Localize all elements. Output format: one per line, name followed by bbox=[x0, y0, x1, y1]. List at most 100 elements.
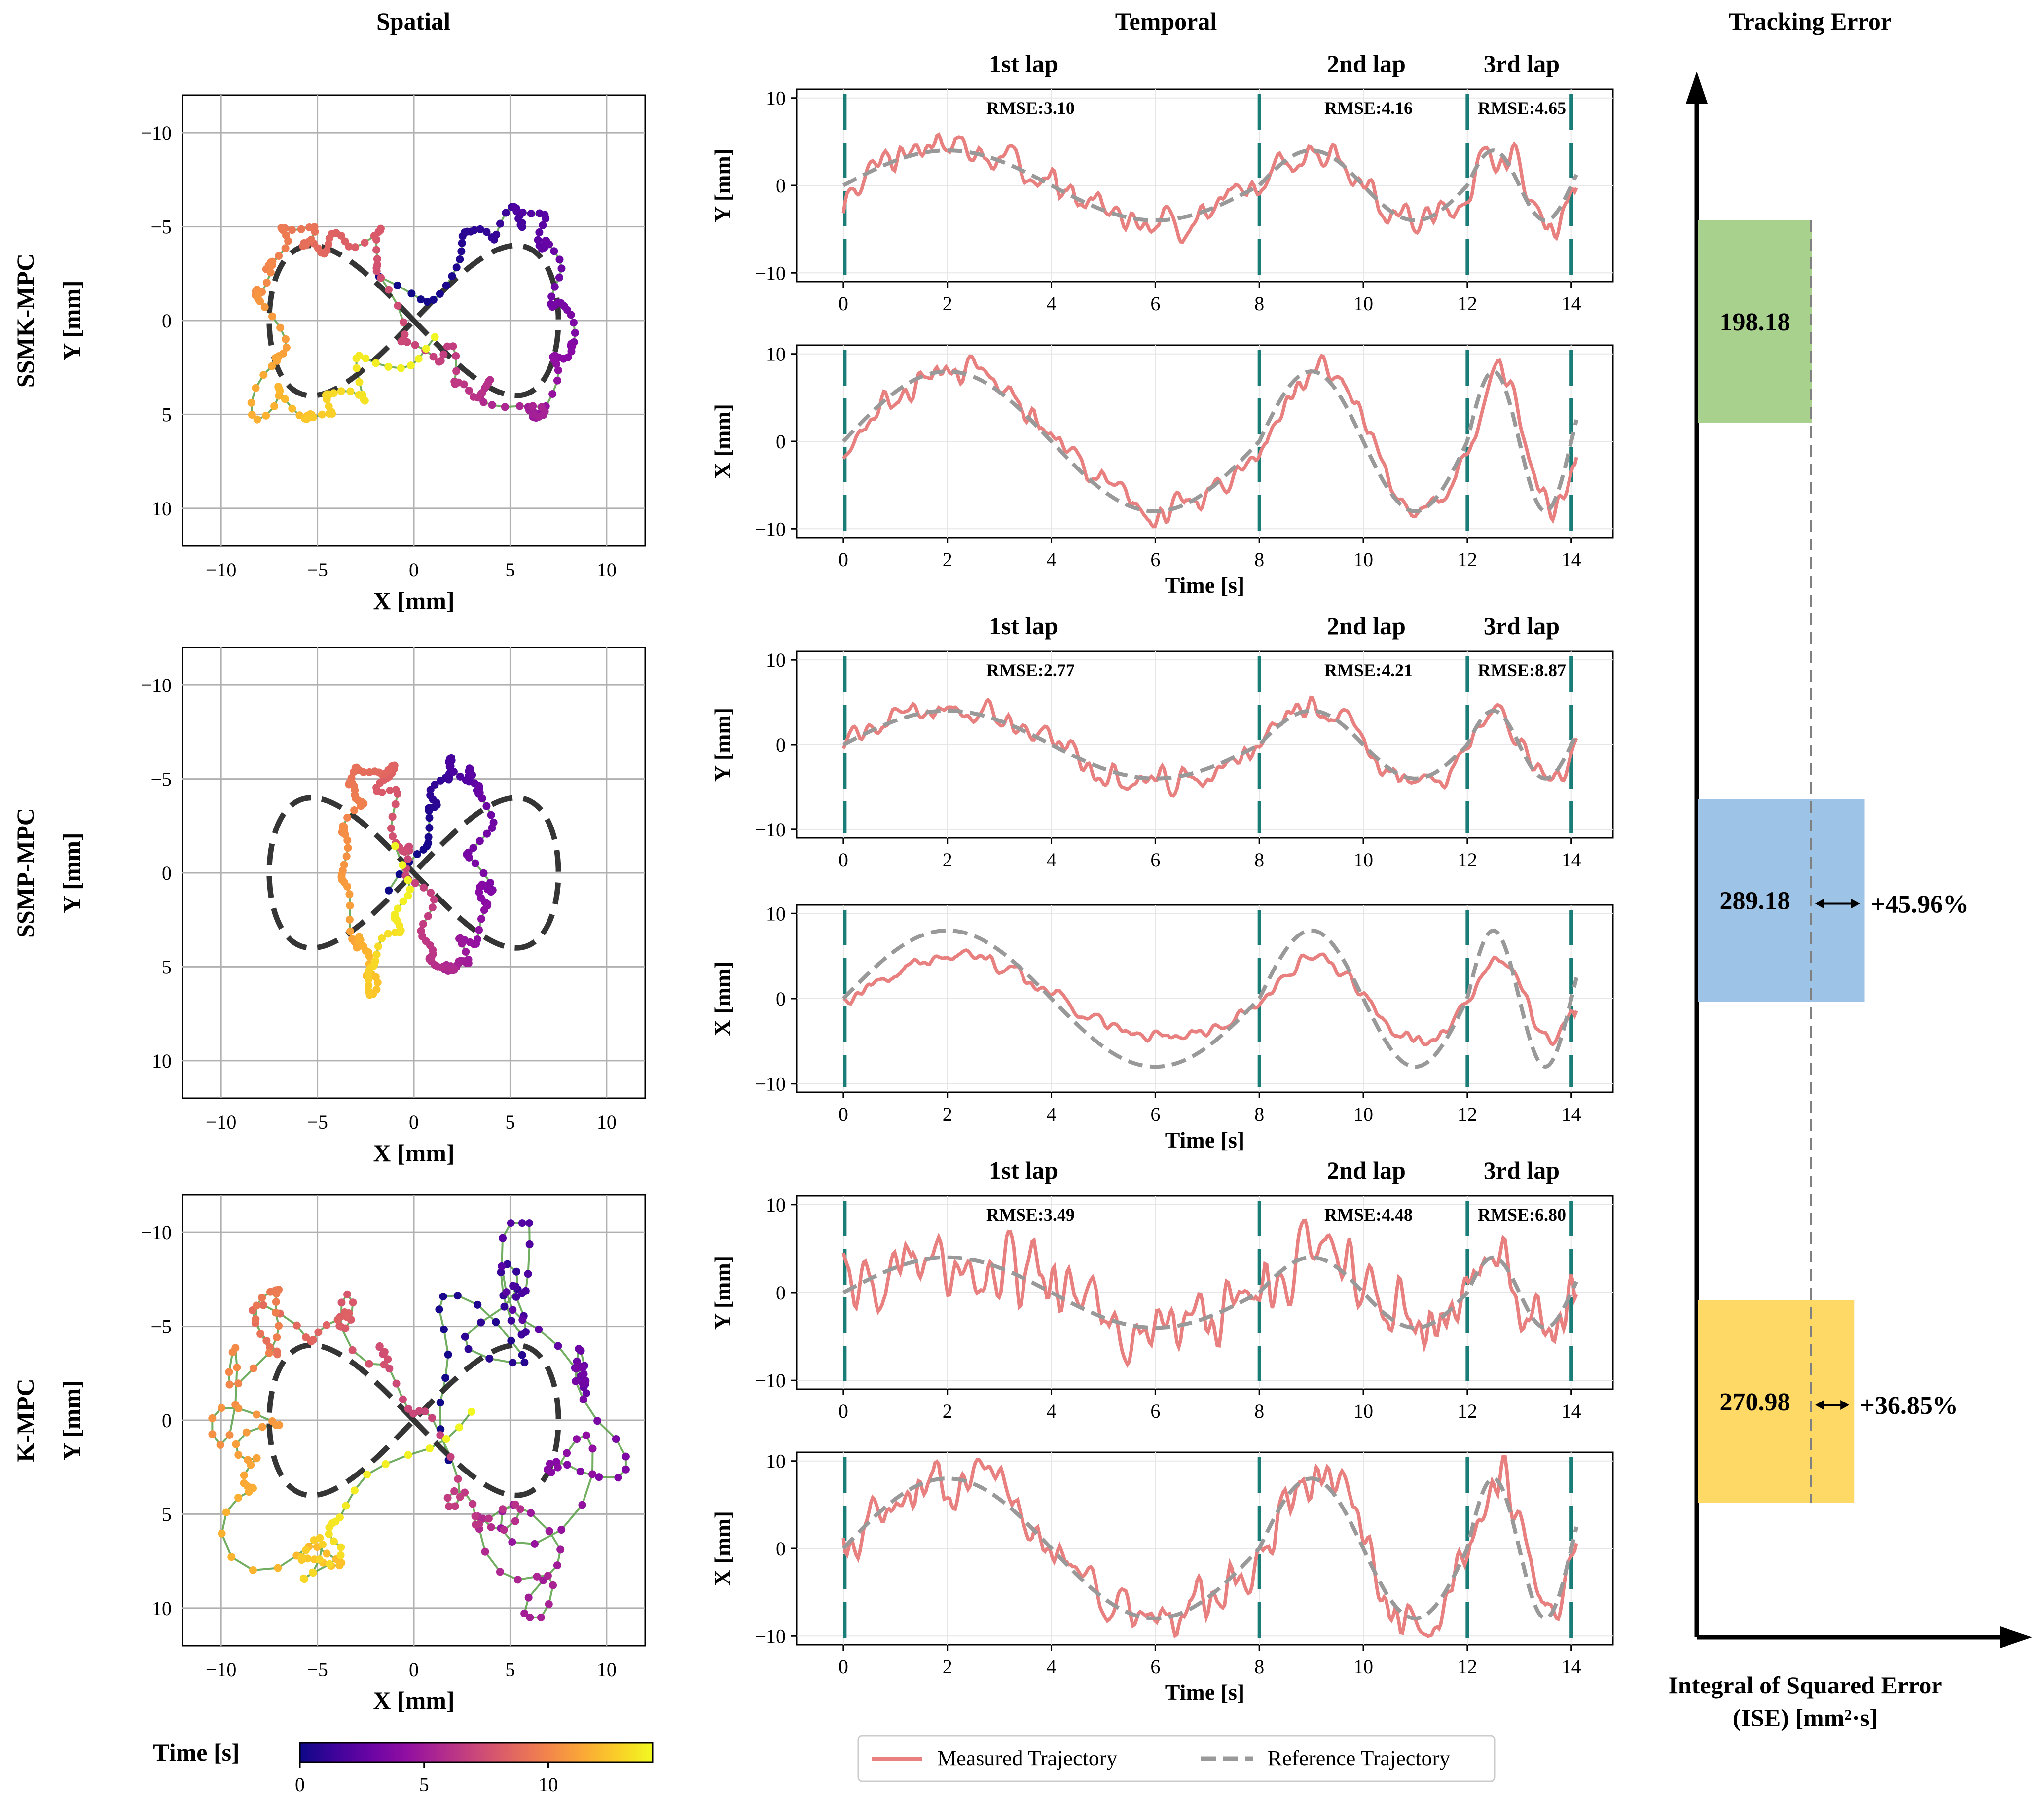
measured-point bbox=[476, 225, 484, 233]
measured-point bbox=[444, 1350, 452, 1359]
increase-label: +45.96% bbox=[1871, 891, 1969, 919]
measured-point bbox=[365, 981, 373, 990]
measured-point bbox=[454, 1475, 462, 1483]
measured-point bbox=[545, 240, 553, 249]
ise-axis-label: (ISE) [mm²·s] bbox=[1733, 1704, 1878, 1731]
axis-arrow bbox=[2000, 1626, 2032, 1648]
measured-point bbox=[388, 813, 397, 821]
measured-point bbox=[612, 1435, 620, 1443]
measured-point bbox=[550, 247, 558, 255]
measured-point bbox=[525, 1240, 534, 1248]
measured-point bbox=[533, 1572, 541, 1581]
temporal-title: Temporal bbox=[1115, 7, 1217, 35]
measured-point bbox=[442, 281, 450, 289]
measured-point bbox=[419, 920, 427, 928]
y-tick-label: 10 bbox=[152, 1050, 172, 1072]
y-tick-label: −10 bbox=[755, 819, 786, 841]
measured-point bbox=[582, 1431, 590, 1439]
measured-point bbox=[567, 311, 575, 319]
measured-point bbox=[234, 1404, 243, 1412]
x-tick-label: 12 bbox=[1458, 1655, 1477, 1678]
x-tick-label: −5 bbox=[307, 1658, 328, 1681]
measured-point bbox=[467, 1407, 475, 1416]
measured-point bbox=[521, 1287, 530, 1295]
measured-point bbox=[253, 1410, 261, 1419]
measured-point bbox=[346, 927, 354, 935]
measured-point bbox=[284, 237, 292, 245]
measured-point bbox=[502, 209, 510, 217]
lap-label: 1st lap bbox=[989, 1156, 1058, 1184]
x-tick-label: 8 bbox=[1254, 548, 1264, 571]
measured-point bbox=[323, 1549, 331, 1558]
measured-point bbox=[258, 1294, 266, 1302]
y-tick-label: 0 bbox=[776, 1538, 786, 1560]
measured-point bbox=[578, 1501, 586, 1509]
temporal-panel-y: 0 2 4 6 8 10 12 14 10 0 −10 Y [mm] RMSE:3.10 RMSE:4.1… bbox=[710, 87, 1614, 315]
measured-point bbox=[507, 1336, 515, 1345]
measured-point bbox=[507, 1219, 515, 1227]
measured-point bbox=[422, 345, 430, 353]
colorbar-tick-label: 5 bbox=[419, 1773, 429, 1796]
lap-label: 2nd lap bbox=[1327, 1156, 1406, 1184]
measured-point bbox=[537, 403, 546, 411]
y-tick-label: 0 bbox=[776, 1282, 786, 1304]
lap-label: 2nd lap bbox=[1327, 612, 1406, 640]
y-tick-label: 10 bbox=[152, 498, 172, 520]
measured-point bbox=[342, 1313, 351, 1321]
measured-point bbox=[614, 1474, 622, 1482]
measured-point bbox=[292, 1321, 301, 1330]
reference-path bbox=[266, 243, 561, 398]
measured-point bbox=[573, 1435, 581, 1443]
measured-point bbox=[399, 318, 407, 326]
measured-point bbox=[524, 1270, 532, 1278]
measured-point bbox=[593, 1417, 602, 1425]
x-axis-label: Time [s] bbox=[1165, 1127, 1244, 1152]
lap-label: 1st lap bbox=[989, 50, 1058, 77]
measured-point bbox=[373, 978, 382, 987]
measured-point bbox=[240, 1471, 248, 1479]
measured-point bbox=[512, 1293, 520, 1301]
measured-point bbox=[445, 1502, 453, 1510]
measured-point bbox=[208, 1430, 217, 1438]
increase-arrowhead bbox=[1840, 1400, 1850, 1410]
x-tick-label: 10 bbox=[597, 1111, 617, 1133]
x-tick-label: 4 bbox=[1047, 849, 1057, 871]
measured-point bbox=[465, 386, 473, 395]
measured-point bbox=[553, 1561, 561, 1570]
legend-measured-label: Measured Trajectory bbox=[937, 1746, 1117, 1770]
x-tick-label: 2 bbox=[943, 548, 952, 571]
x-tick-label: −10 bbox=[206, 1658, 237, 1681]
measured-point bbox=[496, 219, 504, 228]
measured-point bbox=[391, 842, 400, 850]
measured-point bbox=[373, 255, 381, 263]
measured-point bbox=[315, 1555, 324, 1564]
measured-point bbox=[365, 1360, 373, 1368]
x-tick-label: 6 bbox=[1150, 1103, 1160, 1125]
measured-point bbox=[417, 295, 425, 304]
measured-point bbox=[247, 1461, 255, 1469]
measured-point bbox=[303, 1554, 312, 1563]
x-tick-label: 10 bbox=[1353, 548, 1373, 571]
measured-point bbox=[443, 1494, 452, 1502]
x-axis-label: X [mm] bbox=[373, 1687, 454, 1714]
measured-point bbox=[462, 947, 470, 956]
y-axis-label: Y [mm] bbox=[58, 1380, 85, 1460]
measured-point bbox=[520, 1358, 529, 1366]
measured-point bbox=[345, 890, 354, 898]
measured-point bbox=[299, 1574, 308, 1582]
measured-point bbox=[417, 927, 425, 935]
measured-point bbox=[429, 295, 438, 304]
x-tick-label: 6 bbox=[1150, 1655, 1160, 1678]
measured-point bbox=[448, 272, 456, 280]
measured-point bbox=[456, 1493, 464, 1501]
measured-point bbox=[305, 223, 314, 231]
measured-point bbox=[428, 1414, 437, 1422]
measured-point bbox=[452, 352, 460, 360]
measured-point bbox=[582, 1377, 590, 1385]
measured-point bbox=[252, 1315, 260, 1323]
measured-point bbox=[273, 1350, 282, 1359]
measured-point bbox=[500, 1526, 508, 1534]
legend: Measured Trajectory Reference Trajectory bbox=[857, 1735, 1496, 1782]
measured-point bbox=[553, 1463, 562, 1472]
x-tick-label: −5 bbox=[307, 1111, 328, 1133]
